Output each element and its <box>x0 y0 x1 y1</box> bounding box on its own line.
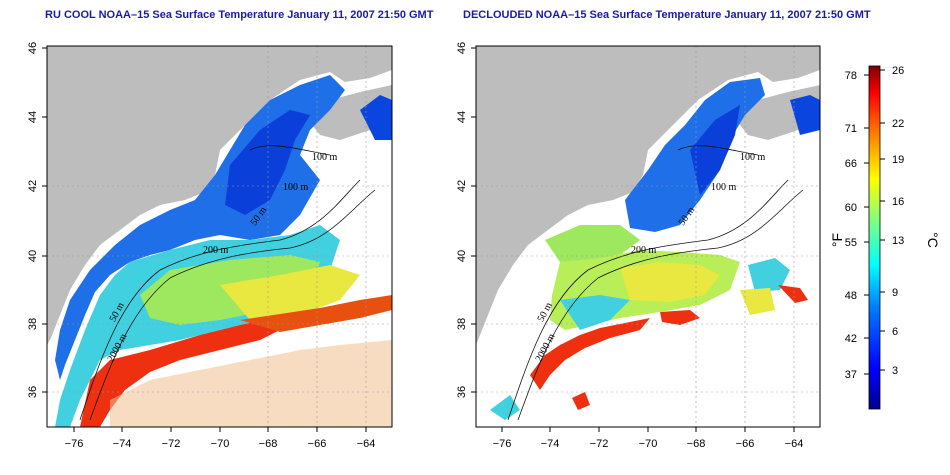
colorbar-c-tick: 3 <box>892 365 898 377</box>
y-tick-label: 46 <box>456 42 468 54</box>
colorbar-c-tick: 13 <box>892 235 904 247</box>
colorbar-c-tick: 9 <box>892 287 898 299</box>
y-tick-label: 46 <box>27 42 39 54</box>
colorbar-c-tick: 22 <box>892 118 904 130</box>
land-mass <box>476 46 820 345</box>
x-tick-label: −68 <box>687 438 706 450</box>
colorbar-f-tick: 78 <box>845 70 857 82</box>
x-tick-label: −66 <box>308 438 327 450</box>
y-tick-label: 36 <box>456 386 468 398</box>
colorbar-f-tick: 42 <box>845 333 857 345</box>
y-tick-label: 38 <box>27 318 39 330</box>
y-tick-label: 44 <box>27 111 39 123</box>
contour-label: 100 m <box>283 182 309 193</box>
right-panel-title: DECLOUDED NOAA–15 Sea Surface Temperatur… <box>463 9 871 21</box>
warm-water <box>530 318 650 390</box>
colorbar-c-tick: 16 <box>892 196 904 208</box>
y-tick-label: 42 <box>27 180 39 192</box>
contour-label: 200 m <box>631 245 657 256</box>
colorbar-c-unit: °C <box>925 232 941 248</box>
x-tick-label: −66 <box>736 438 755 450</box>
x-tick-label: −72 <box>162 438 181 450</box>
left-x-axis <box>73 427 367 432</box>
colorbar-f-tick: 60 <box>845 202 857 214</box>
warm-water <box>80 318 290 427</box>
colorbar <box>868 65 881 410</box>
y-tick-label: 38 <box>456 318 468 330</box>
contour-label: 100 m <box>312 152 338 163</box>
x-tick-label: −74 <box>541 438 560 450</box>
x-tick-label: −68 <box>259 438 278 450</box>
contour-label: 100 m <box>711 182 737 193</box>
x-tick-label: −72 <box>590 438 609 450</box>
x-tick-label: −64 <box>785 438 804 450</box>
colorbar-c-tick: 19 <box>892 154 904 166</box>
x-tick-label: −76 <box>65 438 84 450</box>
colorbar-f-tick: 71 <box>845 123 857 135</box>
x-tick-label: −74 <box>113 438 132 450</box>
colorbar-f-unit: °F <box>829 233 845 247</box>
contour-label: 100 m <box>740 152 766 163</box>
left-map: 100 m 100 m 50 m 200 m 50 m 2000 m <box>47 46 392 427</box>
colorbar-f-tick: 55 <box>845 237 857 249</box>
y-tick-label: 36 <box>27 386 39 398</box>
left-y-axis <box>42 47 47 393</box>
contour-label: 200 m <box>203 245 229 256</box>
colorbar-f-tick: 48 <box>845 290 857 302</box>
y-tick-label: 44 <box>456 111 468 123</box>
land-mass <box>47 46 392 345</box>
colorbar-c-tick: 26 <box>892 65 904 77</box>
colorbar-f-tick: 66 <box>845 158 857 170</box>
y-tick-label: 40 <box>27 250 39 262</box>
right-map: 100 m 100 m 50 m 200 m 50 m 2000 m <box>476 46 820 427</box>
right-x-axis <box>501 427 795 432</box>
x-tick-label: −70 <box>211 438 230 450</box>
x-tick-label: −70 <box>639 438 658 450</box>
y-tick-label: 40 <box>456 250 468 262</box>
right-y-axis <box>471 47 476 393</box>
colorbar-c-tick: 6 <box>892 326 898 338</box>
y-tick-label: 42 <box>456 180 468 192</box>
colorbar-f-tick: 37 <box>845 369 857 381</box>
left-panel-title: RU COOL NOAA–15 Sea Surface Temperature … <box>45 9 434 21</box>
x-tick-label: −64 <box>357 438 376 450</box>
colorbar-ticks <box>864 69 885 375</box>
x-tick-label: −76 <box>493 438 512 450</box>
